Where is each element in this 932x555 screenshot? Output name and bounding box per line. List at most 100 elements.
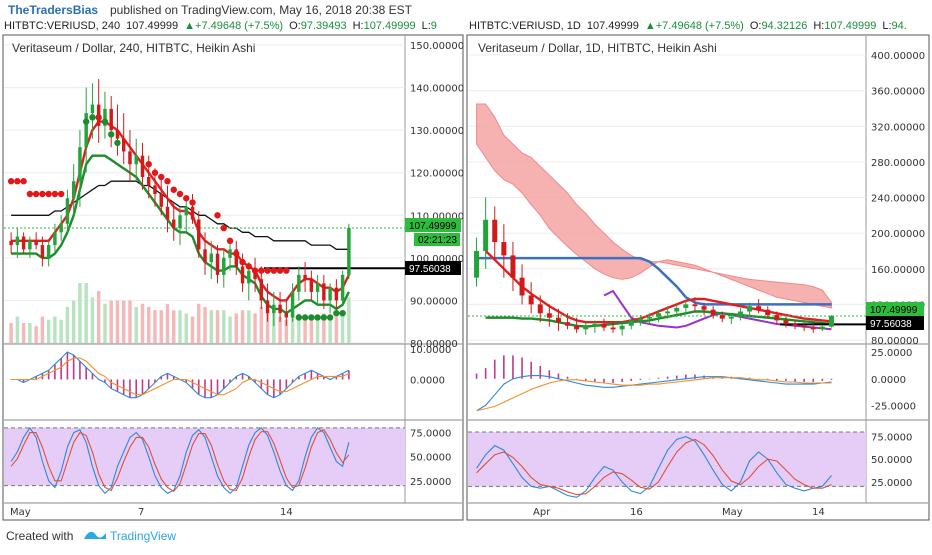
psar-dot [314,314,321,321]
macd-hist-bar [160,376,163,380]
right-close: 107.49999 [587,20,639,32]
volume-bar [297,313,301,343]
psar-dot [183,195,190,202]
psar-dot [57,190,65,198]
candle-body [134,155,138,165]
l-time-tick: May [10,507,31,518]
volume-bar [147,307,151,343]
r-price-tick: 360.00000 [871,87,925,98]
macd-hist-bar [639,378,642,380]
macd-hist-bar [584,378,587,381]
psar-dot [39,190,46,198]
macd-hist-bar [776,378,778,381]
candle-body [140,155,145,177]
macd-hist-bar [348,370,350,380]
candle-body [501,242,507,256]
candle-body [172,219,176,229]
volume-bar [253,313,257,343]
volume-bar [46,319,51,343]
psar-dot [220,224,227,232]
left-l-label: L: [422,20,431,32]
candle-body [747,306,753,312]
macd-hist-bar [612,378,614,384]
volume-bar [128,300,132,343]
r-time-tick: May [722,507,743,518]
candle-body [46,245,51,258]
candle-body [128,151,132,165]
macd-hist-bar [757,378,760,380]
psar-dot [251,267,259,274]
candle-body [628,320,634,326]
volume-bar [71,300,76,343]
stoch-k-line [476,436,832,498]
macd-hist-bar [79,361,81,380]
volume-bar [96,291,101,343]
left-psar-dots [7,114,346,321]
r-time-tick: Apr [533,507,551,518]
candle-body [774,315,780,321]
psar-dot [164,178,171,185]
stoch-k-line [10,426,350,495]
volume-bar [259,307,264,343]
candle-body [184,206,188,216]
l-price-tick: 90.00000 [410,296,458,307]
tradingview-logo-icon [84,531,106,539]
candle-body [737,311,743,317]
candle-body [34,240,38,246]
macd-hist-bar [657,377,660,379]
macd-signal-line [476,377,832,412]
candle-body [303,274,307,280]
left-grid [4,44,405,344]
candle-body [84,113,88,148]
macd-hist-bar [72,355,75,380]
stoch-tick: 25.0000 [871,478,912,489]
candle-body [592,323,598,327]
candle-body [519,277,525,296]
volume-bar [59,319,63,343]
left-change: ▲+7.49648 (+7.5%) [184,20,283,32]
psar-dot [14,178,21,185]
volume-bar [240,310,245,343]
volume-bar [290,310,295,343]
macd-hist-bar [154,379,156,383]
macd-hist-bar [475,373,478,379]
footer-brand[interactable]: TradingView [110,529,176,543]
macd-hist-bar [298,376,300,380]
macd-hist-bar [512,355,514,379]
volume-bar [340,313,345,343]
right-macd-pane: 25.0000 0.0000 -25.0000 [475,348,916,412]
left-h-value: 107.49999 [364,20,416,32]
author-link[interactable]: TheTradersBias [8,3,98,17]
macd-hist-bar [85,367,87,380]
psar-dot [89,114,96,121]
psar-dot [20,178,27,185]
psar-dot [95,114,102,121]
volume-bar [21,323,26,343]
left-level-tag: 97.56038 [409,264,451,275]
macd-hist-bar [310,370,313,380]
candle-body [178,215,182,229]
candle-body [290,291,295,318]
volume-bar [134,307,138,343]
macd-hist-bar [503,355,505,379]
candle-body [90,104,95,114]
candle-body [315,283,320,292]
left-level-tag-bg [405,261,461,275]
macd-tick: 10.0000 [410,345,451,356]
psar-dot [326,314,334,321]
candle-body [147,176,151,186]
stoch-tick: 75.0000 [410,429,451,440]
candle-body [209,253,213,263]
volume-bar [178,310,182,343]
candle-body [28,240,32,250]
volume-bar [28,323,32,343]
stoch-d-line [476,438,832,496]
macd-hist-bar [35,376,37,380]
left-countdown: 02:21:23 [418,235,457,246]
l-price-tick: 80.00000 [410,339,458,350]
psar-dot [295,314,303,321]
psar-dot [226,237,234,245]
volume-bar [322,313,326,343]
candle-body [583,326,589,330]
psar-dot [101,118,109,125]
